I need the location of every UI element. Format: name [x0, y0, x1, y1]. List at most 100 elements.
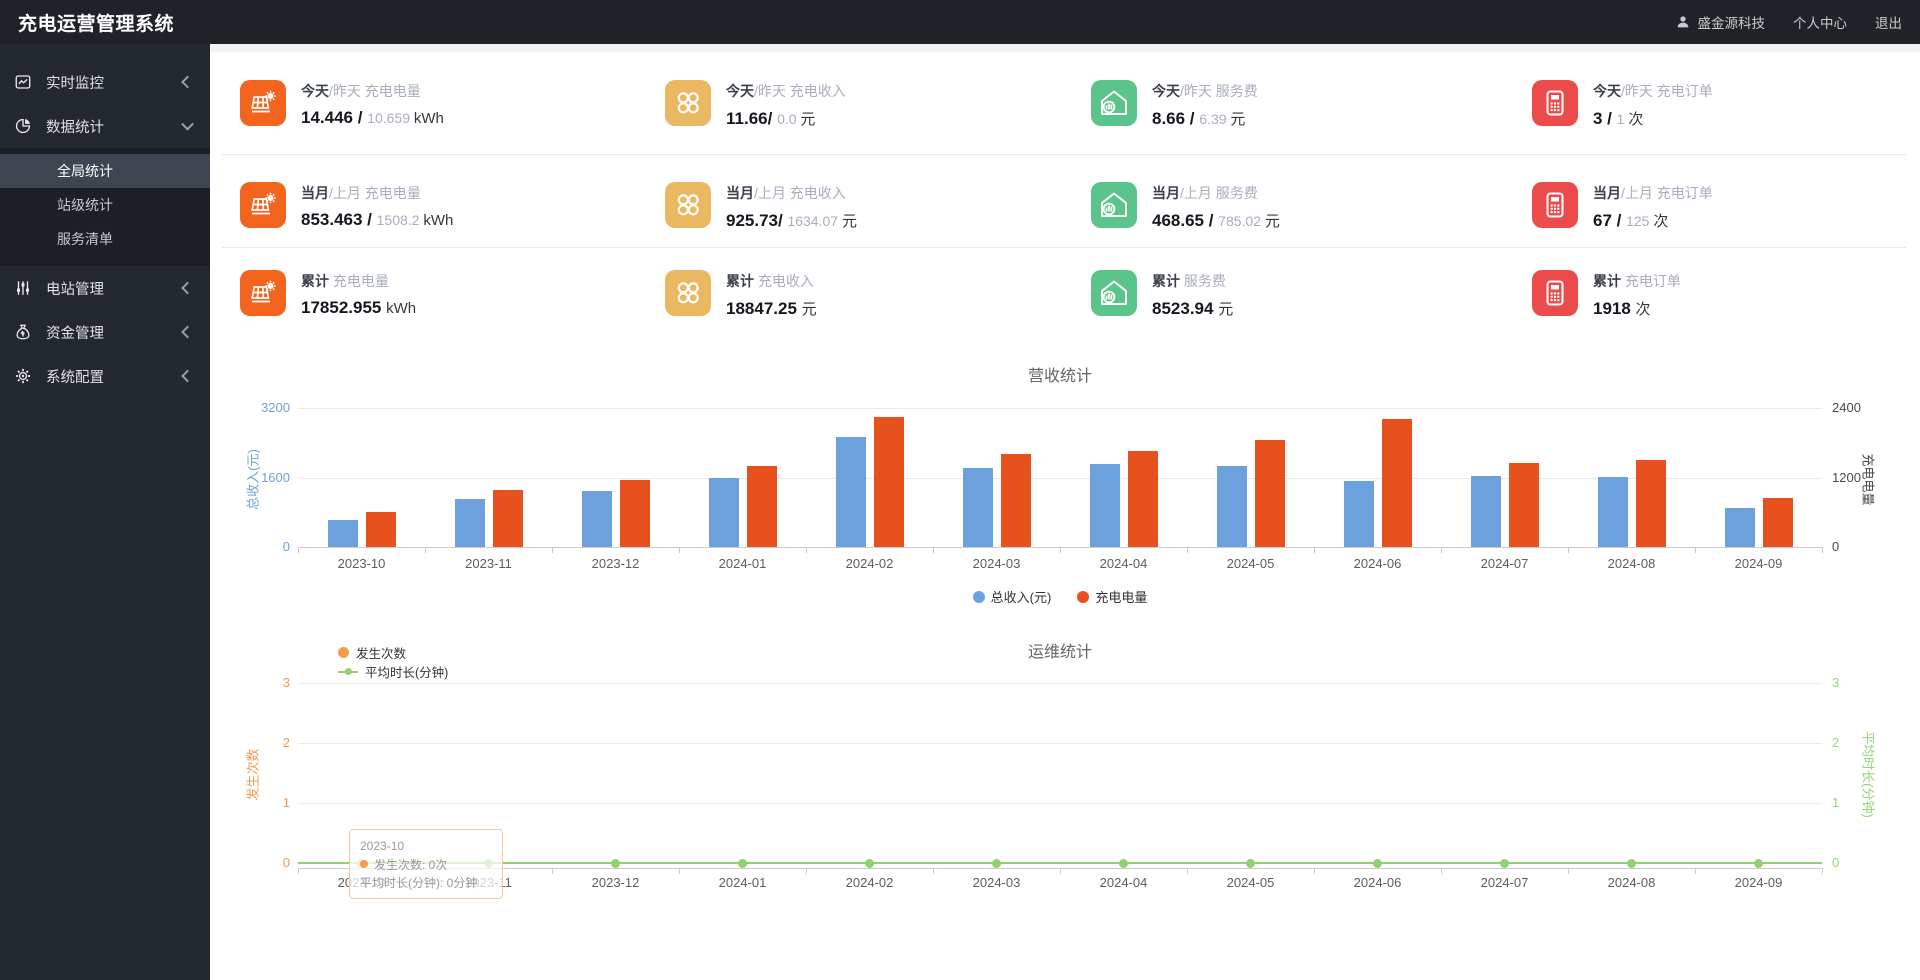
house-fee-icon: [1091, 270, 1137, 316]
profile-link[interactable]: 个人中心: [1793, 16, 1847, 31]
line-point[interactable]: [1119, 858, 1128, 868]
legend-item[interactable]: 平均时长(分钟): [338, 662, 448, 681]
solar-panel-icon: [240, 80, 286, 126]
stat-card-title: 当月/上月 充电订单: [1593, 185, 1713, 201]
bar-total-revenue[interactable]: [1343, 481, 1374, 547]
x-axis-label: 2024-06: [1353, 556, 1402, 571]
axis-tick: [1568, 547, 1569, 553]
legend-marker-icon: [1077, 590, 1090, 603]
bar-charge-energy[interactable]: [1381, 419, 1412, 547]
bar-charge-energy[interactable]: [1508, 463, 1539, 547]
x-axis-label: 2024-04: [1099, 875, 1148, 890]
line-point[interactable]: [1246, 858, 1255, 868]
stat-card-value: 8523.94 元: [1152, 299, 1234, 318]
bar-total-revenue[interactable]: [454, 499, 485, 547]
sidebar-item-4[interactable]: 系统配置: [0, 354, 210, 398]
stat-card-text: 今天/昨天 充电收入 11.66/ 0.0 元: [726, 80, 846, 129]
stat-card-6: 当月/上月 服务费 468.65 / 785.02 元: [1091, 182, 1280, 231]
bar-charge-energy[interactable]: [1635, 459, 1666, 547]
axis-tick: [298, 547, 299, 553]
stat-card-title: 累计 充电订单: [1593, 273, 1681, 289]
axis-tick: [806, 868, 807, 874]
line-point[interactable]: [865, 858, 874, 868]
bar-total-revenue[interactable]: [962, 467, 993, 547]
x-axis-label: 2024-07: [1480, 556, 1529, 571]
x-axis-label: 2024-05: [1226, 875, 1275, 890]
bar-total-revenue[interactable]: [581, 490, 612, 547]
line-point[interactable]: [1373, 858, 1382, 868]
app-title: 充电运营管理系统: [18, 13, 175, 35]
bar-total-revenue[interactable]: [1216, 466, 1247, 547]
legend-item[interactable]: 发生次数: [338, 643, 448, 662]
stat-card-value: 14.446 / 10.659 kWh: [301, 108, 444, 127]
bar-charge-energy[interactable]: [1762, 497, 1793, 547]
sidebar-item-1[interactable]: 数据统计: [0, 104, 210, 148]
axis-tick: [679, 868, 680, 874]
user-menu[interactable]: 盛金源科技: [1675, 12, 1766, 32]
sidebar-subitem-0[interactable]: 全局统计: [0, 154, 210, 188]
chart-title: 营收统计: [1027, 368, 1092, 385]
x-axis-label: 2024-08: [1607, 875, 1656, 890]
line-point[interactable]: [611, 858, 620, 868]
bar-charge-energy[interactable]: [746, 466, 777, 547]
sidebar-subitem-1[interactable]: 站级统计: [57, 197, 113, 213]
stat-card-title: 累计 充电电量: [301, 273, 389, 289]
bar-charge-energy[interactable]: [365, 511, 396, 547]
bar-charge-energy[interactable]: [1254, 439, 1285, 547]
bar-total-revenue[interactable]: [1470, 475, 1501, 547]
line-point[interactable]: [738, 858, 747, 868]
bar-total-revenue[interactable]: [708, 478, 739, 547]
bar-charge-energy[interactable]: [619, 479, 650, 547]
bar-charge-energy[interactable]: [492, 490, 523, 547]
x-axis-label: 2024-03: [972, 875, 1021, 890]
legend-marker-icon: [972, 590, 985, 603]
line-point[interactable]: [1627, 858, 1636, 868]
house-fee-icon: [1091, 182, 1137, 228]
row-divider: [222, 154, 1906, 155]
chevron-left-icon: [181, 75, 194, 89]
line-point[interactable]: [1754, 858, 1763, 868]
legend-item[interactable]: 充电电量: [1077, 587, 1147, 606]
main-content: 今天/昨天 充电电量 14.446 / 10.659 kWh 今天/昨天 充电收入 1…: [210, 44, 1920, 980]
line-point[interactable]: [1500, 858, 1509, 868]
sidebar-item-2[interactable]: 电站管理: [0, 266, 210, 310]
x-axis-label: 2024-05: [1226, 556, 1275, 571]
axis-tick: [1441, 868, 1442, 874]
stat-card-2: 今天/昨天 服务费 8.66 / 6.39 元: [1091, 80, 1258, 129]
bar-charge-energy[interactable]: [1000, 453, 1031, 547]
gridline: [298, 743, 1822, 744]
solar-panel-icon: [240, 270, 286, 316]
company-name: 盛金源科技: [1697, 16, 1766, 31]
stat-card-10: 累计 服务费 8523.94 元: [1091, 270, 1233, 319]
stat-card-value: 925.73/ 1634.07 元: [726, 211, 857, 230]
row-divider: [222, 247, 1906, 248]
y-axis-label-left: 0: [282, 539, 290, 554]
line-point[interactable]: [992, 858, 1001, 868]
app-header: 充电运营管理系统 盛金源科技 个人中心 退出: [0, 0, 1920, 44]
x-axis-label: 2024-08: [1607, 556, 1656, 571]
chart-legend: 发生次数 平均时长(分钟): [338, 643, 448, 681]
bar-total-revenue[interactable]: [1724, 508, 1755, 547]
sidebar-item-label: 实时监控: [46, 75, 104, 92]
stat-card-value: 468.65 / 785.02 元: [1152, 211, 1280, 230]
bar-charge-energy[interactable]: [873, 417, 904, 547]
sidebar-item-3[interactable]: 资金管理: [0, 310, 210, 354]
tooltip-marker-icon: [360, 860, 368, 868]
bar-total-revenue[interactable]: [1597, 476, 1628, 547]
legend-item[interactable]: 总收入(元): [972, 587, 1051, 606]
stat-card-4: 当月/上月 充电电量 853.463 / 1508.2 kWh: [240, 182, 453, 230]
bar-total-revenue[interactable]: [327, 520, 358, 547]
y-axis-label-right: 3: [1832, 675, 1840, 690]
sidebar-item-0[interactable]: 实时监控: [0, 60, 210, 104]
bar-charge-energy[interactable]: [1127, 451, 1158, 547]
logout-link[interactable]: 退出: [1875, 16, 1902, 31]
bar-total-revenue[interactable]: [1089, 464, 1120, 547]
y-axis-name-right: 充电电量: [1860, 453, 1876, 506]
stat-card-title: 今天/昨天 服务费: [1152, 83, 1258, 99]
x-axis-label: 2024-09: [1734, 556, 1783, 571]
sidebar-subitem-2[interactable]: 服务清单: [57, 231, 113, 247]
bar-total-revenue[interactable]: [835, 437, 866, 547]
legend-line-marker-icon: [338, 668, 358, 675]
stat-card-value: 853.463 / 1508.2 kWh: [301, 210, 454, 229]
